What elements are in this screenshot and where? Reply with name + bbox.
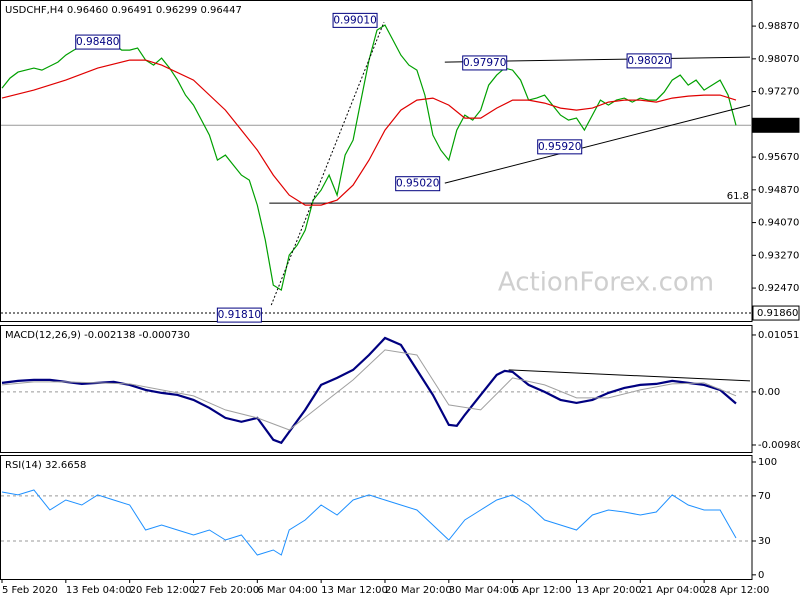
y-tick-label: 0.92470: [758, 283, 799, 294]
y-tick-label: 0.94070: [758, 218, 799, 229]
y-tick-label: 30: [758, 536, 771, 547]
panel-title: USDCHF,H4 0.96460 0.96491 0.96299 0.9644…: [5, 5, 242, 16]
series-line: [1, 336, 737, 445]
y-tick-label: 0.98870: [758, 21, 799, 32]
y-tick-label: 70: [758, 491, 771, 502]
y-tick-label: 0.95670: [758, 152, 799, 163]
series-line: [1, 59, 737, 206]
panel-title: RSI(14) 32.6658: [5, 460, 86, 471]
x-tick-label: 6 Apr 12:00: [513, 585, 572, 596]
x-tick-label: 20 Feb 12:00: [130, 585, 196, 596]
x-tick-label: 13 Mar 12:00: [321, 585, 388, 596]
price-box-label: 0.96447: [757, 120, 798, 131]
y-tick-label: 0.00: [758, 387, 780, 398]
y-tick-label: -0.009804: [758, 440, 800, 451]
series-line: [1, 349, 737, 431]
y-tick-label: 100: [758, 457, 777, 468]
annotation-label: 0.98020: [627, 55, 670, 67]
annotation-label: 0.91810: [218, 309, 261, 321]
x-tick-label: 13 Feb 04:00: [66, 585, 132, 596]
x-tick-label: 28 Apr 12:00: [704, 585, 769, 596]
annotation-box: [332, 12, 378, 28]
trend-line: [508, 369, 751, 382]
x-tick-label: 5 Feb 2020: [2, 585, 58, 596]
trend-line: [444, 104, 751, 184]
trend-line: [270, 21, 385, 306]
annotation-box: [626, 53, 672, 69]
y-tick-label: 0.97270: [758, 87, 799, 98]
annotation-label: 0.95920: [538, 141, 581, 153]
annotation-label: 0.98480: [76, 36, 119, 48]
fib-label: 61.8: [727, 191, 749, 202]
series-line: [1, 489, 737, 556]
watermark: ActionForex.com: [498, 268, 714, 298]
panel-frame: [0, 325, 753, 453]
annotation-label: 0.99010: [333, 14, 376, 26]
x-tick-label: 6 Mar 04:00: [257, 585, 317, 596]
annotation-box: [395, 176, 441, 192]
annotation-label: 0.97970: [463, 57, 506, 69]
x-tick-label: 30 Mar 04:00: [449, 585, 516, 596]
annotation-box: [75, 34, 121, 50]
x-tick-label: 21 Apr 04:00: [640, 585, 705, 596]
annotation-box: [216, 307, 262, 323]
y-tick-label: 0.94870: [758, 185, 799, 196]
y-tick-label: 0.010513: [758, 330, 800, 341]
y-tick-label: 0: [758, 570, 764, 581]
x-tick-label: 13 Apr 20:00: [576, 585, 641, 596]
price-box: [752, 117, 800, 133]
x-tick-label: 27 Feb 20:00: [193, 585, 259, 596]
annotation-box: [537, 139, 583, 155]
annotation-label: 0.95020: [396, 178, 439, 190]
panel-frame: [0, 455, 753, 580]
price-box: [752, 305, 800, 321]
panel-title: MACD(12,26,9) -0.002138 -0.000730: [5, 330, 190, 341]
y-tick-label: 0.98070: [758, 54, 799, 65]
price-box-label: 0.91860: [757, 308, 798, 319]
x-tick-label: 20 Mar 20:00: [385, 585, 452, 596]
annotation-box: [462, 55, 508, 71]
y-tick-label: 0.93270: [758, 250, 799, 261]
